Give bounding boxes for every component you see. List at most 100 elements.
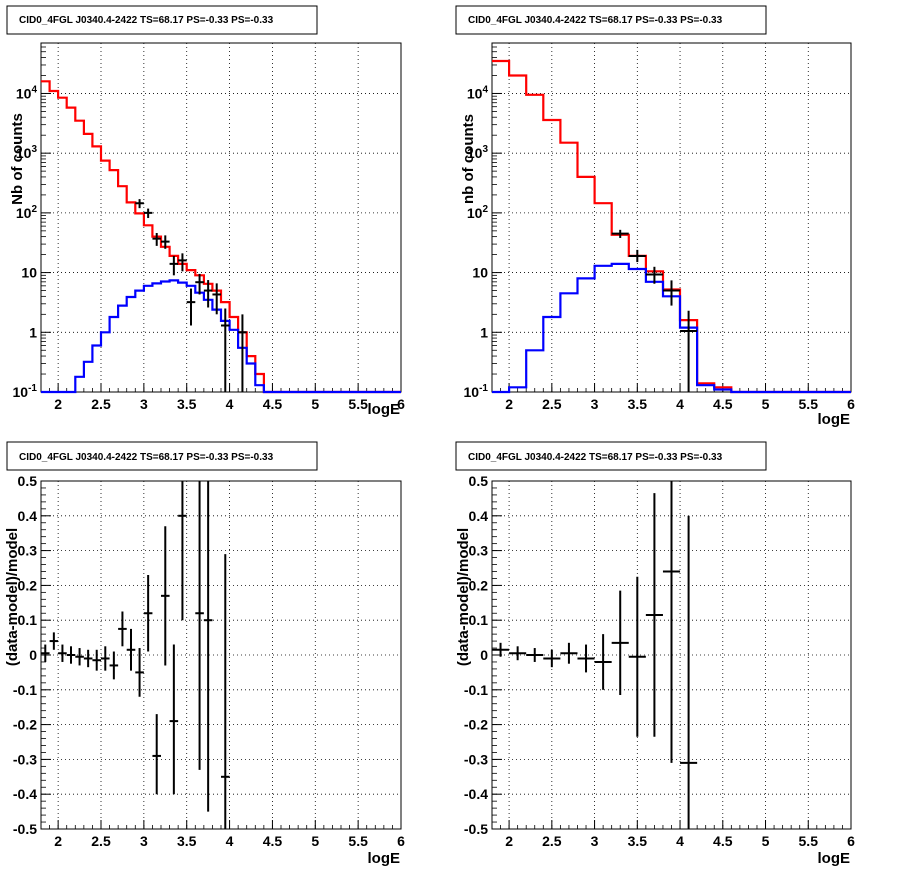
x-tick-label: 4.5 xyxy=(713,396,733,412)
x-tick-label: 5.5 xyxy=(348,833,368,849)
data-point xyxy=(49,632,59,650)
y-tick-label: 10-1 xyxy=(13,383,38,400)
x-tick-label: 4 xyxy=(676,396,684,412)
y-tick-label: 10 xyxy=(21,265,37,281)
data-point xyxy=(680,310,698,392)
y-tick-label: 0 xyxy=(480,647,488,663)
y-tick-label: -0.1 xyxy=(13,682,37,698)
y-axis-label: nb of counts xyxy=(460,114,477,204)
x-tick-label: 4 xyxy=(226,396,234,412)
y-tick-label: 10-1 xyxy=(464,383,489,400)
x-tick-label: 3 xyxy=(591,396,599,412)
x-tick-label: 2 xyxy=(505,833,513,849)
y-tick-label: 1 xyxy=(480,324,488,340)
data-point xyxy=(662,481,681,763)
y-tick-label: 0.3 xyxy=(18,543,38,559)
x-axis-label: logE xyxy=(368,850,401,867)
y-axis-label: (data-model)/model xyxy=(4,528,21,666)
y-axis-label: Nb of counts xyxy=(9,113,26,205)
data-point xyxy=(178,253,187,272)
data-point xyxy=(645,266,663,284)
y-tick-label: 0.1 xyxy=(469,612,489,628)
data-point xyxy=(221,554,230,829)
data-point xyxy=(238,314,247,392)
y-tick-label: 102 xyxy=(16,204,38,221)
x-tick-label: 3.5 xyxy=(628,396,648,412)
y-tick-label: 10 xyxy=(472,265,488,281)
data-point xyxy=(203,481,213,812)
y-tick-label: 0 xyxy=(29,647,37,663)
data-point xyxy=(221,308,230,392)
data-point xyxy=(662,280,681,306)
panel-title: CID0_4FGL J0340.4-2422 TS=68.17 PS=-0.33… xyxy=(19,452,274,463)
data-point xyxy=(169,644,179,795)
x-tick-label: 5 xyxy=(762,833,770,849)
x-tick-label: 6 xyxy=(847,833,855,849)
y-ticks: 10-1 1 10 102 103 104 xyxy=(464,46,502,400)
x-tick-label: 2.5 xyxy=(542,396,562,412)
x-ticks: 2 2.5 3 3.5 4 4.5 5 5.5 6 xyxy=(491,383,855,412)
data-point xyxy=(143,208,153,219)
blue-step-histogram xyxy=(41,279,401,394)
data-point xyxy=(41,644,50,662)
y-tick-label: -0.4 xyxy=(13,786,37,802)
data-point xyxy=(645,493,663,737)
plot-marks xyxy=(41,481,230,829)
x-tick-label: 2 xyxy=(54,396,62,412)
data-point xyxy=(178,481,187,621)
y-tick-label: -0.4 xyxy=(464,786,488,802)
x-tick-label: 5.5 xyxy=(799,396,819,412)
data-point xyxy=(161,235,170,249)
title-box xyxy=(455,441,767,471)
y-tick-label: 0.5 xyxy=(18,473,38,489)
x-ticks: 2 2.5 3 3.5 4 4.5 5 5.5 6 xyxy=(40,820,405,849)
y-tick-label: 0.3 xyxy=(469,543,489,559)
x-tick-label: 5 xyxy=(762,396,770,412)
x-tick-label: 3.5 xyxy=(628,833,648,849)
data-point xyxy=(628,576,646,737)
y-tick-label: 0.1 xyxy=(18,612,38,628)
data-point xyxy=(509,646,527,661)
panel-title: CID0_4FGL J0340.4-2422 TS=68.17 PS=-0.33… xyxy=(468,452,723,463)
title-box xyxy=(6,5,318,35)
data-point xyxy=(577,644,595,673)
x-ticks: 2 2.5 3 3.5 4 4.5 5 5.5 6 xyxy=(491,820,855,849)
data-point xyxy=(169,255,179,276)
y-tick-label: 0.2 xyxy=(469,577,489,593)
data-point xyxy=(526,648,544,662)
y-tick-label: 0.5 xyxy=(469,473,489,489)
data-point xyxy=(83,649,93,668)
panel-top-right-counts: CID0_4FGL J0340.4-2422 TS=68.17 PS=-0.33… xyxy=(455,5,855,428)
y-tick-label: 102 xyxy=(467,204,489,221)
data-point xyxy=(109,651,119,680)
data-point xyxy=(611,229,629,238)
panel-title: CID0_4FGL J0340.4-2422 TS=68.17 PS=-0.33… xyxy=(468,15,723,26)
data-point xyxy=(594,634,612,690)
y-tick-label: 104 xyxy=(467,84,489,101)
x-tick-label: 5.5 xyxy=(348,396,368,412)
x-tick-label: 2.5 xyxy=(91,833,111,849)
data-point xyxy=(195,273,204,295)
data-point xyxy=(75,648,84,666)
data-point xyxy=(492,642,510,657)
data-point xyxy=(152,233,161,246)
x-tick-label: 3 xyxy=(591,833,599,849)
data-point xyxy=(58,644,67,662)
x-axis-label: logE xyxy=(818,850,851,867)
x-tick-label: 4.5 xyxy=(263,396,283,412)
y-tick-label: -0.3 xyxy=(13,751,37,767)
data-point xyxy=(203,280,213,308)
y-tick-label: -0.3 xyxy=(464,751,488,767)
x-tick-label: 4 xyxy=(226,833,234,849)
data-point xyxy=(135,648,144,697)
y-ticks: -0.5 -0.4 -0.3 -0.2 -0.1 0 0.1 0.2 0.3 0.4 0.5 xyxy=(13,473,51,837)
plot-marks xyxy=(492,481,698,829)
y-ticks: -0.5 -0.4 -0.3 -0.2 -0.1 0 0.1 0.2 0.3 0.4 0.5 xyxy=(464,473,502,837)
panel-bottom-right-residuals: CID0_4FGL J0340.4-2422 TS=68.17 PS=-0.33… xyxy=(455,441,855,867)
x-tick-label: 6 xyxy=(397,396,405,412)
x-tick-label: 3 xyxy=(140,833,148,849)
y-tick-label: 104 xyxy=(16,84,38,101)
x-tick-label: 2 xyxy=(505,396,513,412)
x-tick-label: 2 xyxy=(54,833,62,849)
